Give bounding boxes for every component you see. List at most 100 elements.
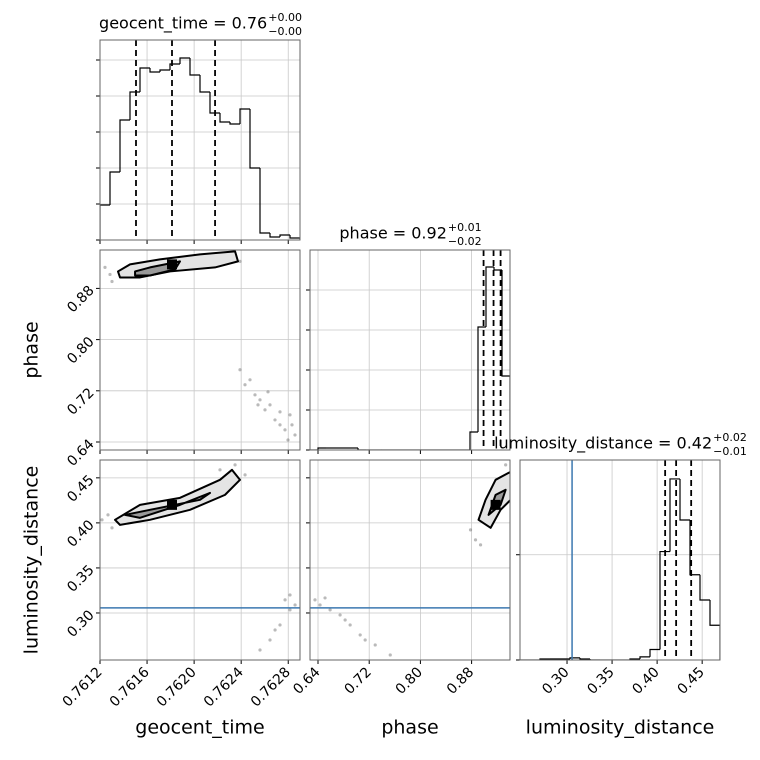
sample-point [108, 272, 112, 277]
density-peak [490, 499, 501, 510]
sample-point [243, 473, 247, 477]
histogram-step [569, 657, 580, 659]
panel-frame [309, 459, 511, 661]
histogram-step [477, 326, 486, 432]
sample-point [273, 418, 277, 422]
sample-point [238, 259, 242, 263]
x-tick-label: 0.45 [674, 664, 707, 697]
histogram-step [669, 478, 680, 552]
panel-title: luminosity_distance = 0.42 [494, 434, 712, 454]
histogram-step [709, 600, 720, 660]
histogram-step [249, 109, 260, 169]
title-upper: +0.00 [268, 11, 302, 24]
sample-point [473, 538, 478, 542]
sample-point [273, 628, 277, 632]
title-lower: −0.02 [448, 235, 482, 248]
sample-point [293, 603, 297, 607]
sample-point [268, 403, 272, 407]
sample-point [388, 653, 392, 657]
x-axis-label: luminosity_distance [526, 717, 715, 739]
histogram-step [159, 69, 170, 72]
sample-point [288, 608, 292, 612]
histogram-step [109, 171, 120, 205]
y-tick-label: 0.64 [64, 436, 97, 469]
histogram-step [239, 108, 250, 124]
x-tick-label: 0.64 [290, 664, 323, 697]
sample-point [328, 608, 332, 612]
histogram-step [289, 235, 300, 240]
histogram-step [659, 550, 670, 650]
panel-frame [99, 249, 301, 451]
histogram-step [469, 431, 478, 450]
histogram-step [209, 92, 220, 114]
sample-point [478, 543, 483, 547]
panel-frame [99, 459, 301, 661]
sample-point [103, 265, 107, 270]
histogram-step [689, 520, 700, 576]
sample-point [106, 513, 110, 517]
sample-point [263, 408, 267, 412]
sample-point [253, 393, 257, 397]
x-tick-label: 0.7616 [107, 664, 153, 710]
histogram-step [139, 67, 150, 92]
y-tick-label: 0.35 [64, 562, 97, 595]
y-axis-label: luminosity_distance [21, 466, 43, 655]
y-tick-label: 0.45 [64, 472, 97, 505]
sample-point [504, 463, 508, 467]
sample-point [266, 390, 270, 394]
title-upper: +0.01 [448, 221, 482, 234]
panel-frame [309, 249, 511, 451]
y-tick-label: 0.80 [64, 334, 97, 367]
sample-point [268, 638, 272, 642]
sample-point [468, 528, 473, 532]
histogram-step [219, 113, 230, 123]
histogram-step [485, 266, 494, 327]
title-lower: −0.00 [268, 25, 302, 38]
histogram-step [179, 57, 190, 64]
histogram-step [149, 68, 160, 73]
histogram-step [589, 658, 600, 660]
histogram-step [189, 58, 200, 76]
x-tick-label: 0.7620 [154, 664, 200, 710]
panel [100, 250, 300, 450]
title-upper: +0.02 [713, 431, 747, 444]
sample-point [110, 526, 114, 530]
sample-point [278, 623, 282, 627]
histogram-step [119, 119, 130, 172]
sample-point [233, 463, 237, 467]
sample-point [258, 398, 262, 402]
sample-point [110, 279, 114, 284]
sample-point [318, 603, 322, 607]
sample-point [338, 613, 342, 617]
sample-point [278, 423, 282, 427]
histogram-step [279, 234, 290, 237]
sample-point [313, 598, 317, 602]
x-axis-label: geocent_time [135, 717, 264, 739]
density-peak [167, 499, 177, 510]
histogram-step [229, 122, 240, 125]
sample-point [238, 368, 242, 372]
histogram-step [579, 657, 590, 660]
panel [310, 250, 510, 450]
sample-point [248, 378, 252, 382]
histogram-step [259, 168, 270, 234]
sample-point [288, 413, 292, 417]
panel-title: geocent_time = 0.76 [99, 14, 267, 34]
histogram-step [639, 656, 650, 659]
sample-point [363, 638, 367, 642]
x-tick-label: 0.88 [444, 664, 477, 697]
sample-point [373, 643, 377, 647]
title-lower: −0.01 [713, 445, 747, 458]
sample-point [256, 403, 260, 407]
contour [124, 491, 211, 519]
sample-point [348, 623, 352, 627]
sample-point [278, 410, 282, 414]
y-tick-label: 0.40 [64, 517, 97, 550]
sample-point [258, 648, 262, 652]
x-tick-label: 0.7624 [201, 664, 247, 710]
sample-point [100, 518, 104, 522]
sample-point [293, 433, 297, 437]
histogram-step [100, 204, 110, 240]
sample-point [218, 468, 222, 472]
panel-title: phase = 0.92 [339, 224, 446, 243]
